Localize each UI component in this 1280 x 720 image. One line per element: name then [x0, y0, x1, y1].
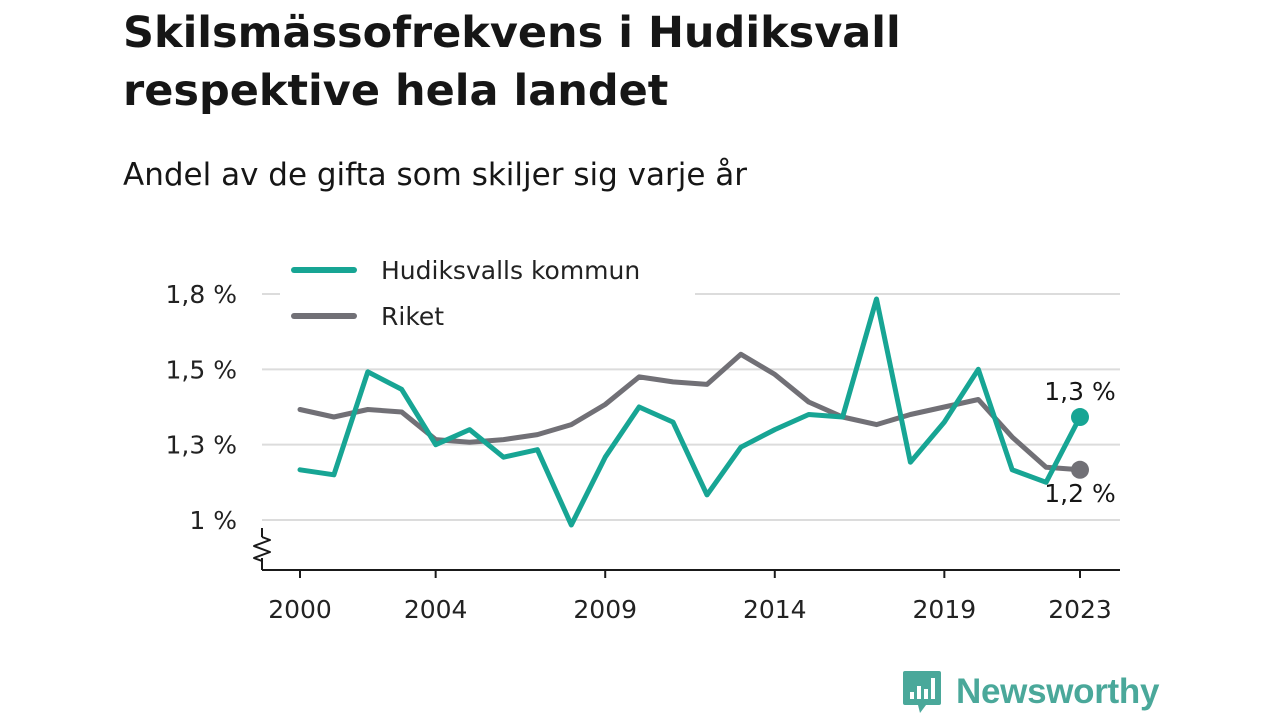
- end-label-riket: 1,2 %: [1044, 479, 1115, 508]
- x-tick-label: 2019: [913, 595, 977, 624]
- newsworthy-logo: Newsworthy: [902, 670, 1159, 714]
- x-tick-label: 2000: [268, 595, 332, 624]
- x-tick-label: 2004: [404, 595, 468, 624]
- y-tick-label: 1 %: [189, 506, 237, 535]
- y-tick-label: 1,3 %: [166, 431, 237, 460]
- legend-label: Riket: [381, 302, 444, 331]
- legend-label: Hudiksvalls kommun: [381, 256, 640, 285]
- end-label-hudiksvall: 1,3 %: [1044, 377, 1115, 406]
- series-end-point: [1071, 408, 1089, 427]
- legend-background: [280, 246, 695, 342]
- y-axis-ticks: 1 % 1,3 % 1,5 % 1,8 %: [166, 280, 237, 535]
- series-lines: [297, 296, 1089, 528]
- y-tick-label: 1,5 %: [166, 355, 237, 384]
- y-tick-label: 1,8 %: [166, 280, 237, 309]
- x-axis-ticks: 2000 2004 2009 2014 2019 2023: [268, 570, 1112, 624]
- series-line: [297, 296, 1083, 528]
- chart-title: Skilsmässofrekvens i Hudiksvall respekti…: [123, 8, 901, 116]
- end-labels: 1,3 % 1,2 %: [1044, 377, 1115, 508]
- axis-break-icon: [253, 536, 271, 562]
- newsworthy-logo-icon: [903, 671, 941, 713]
- x-tick-label: 2023: [1048, 595, 1112, 624]
- axes: [253, 528, 1120, 571]
- chart-subtitle: Andel av de gifta som skiljer sig varje …: [123, 157, 747, 193]
- x-tick-label: 2009: [573, 595, 637, 624]
- legend: Hudiksvalls kommun Riket: [280, 246, 695, 342]
- brand-name: Newsworthy: [956, 672, 1160, 711]
- series-end-point: [1071, 460, 1089, 479]
- x-tick-label: 2014: [743, 595, 807, 624]
